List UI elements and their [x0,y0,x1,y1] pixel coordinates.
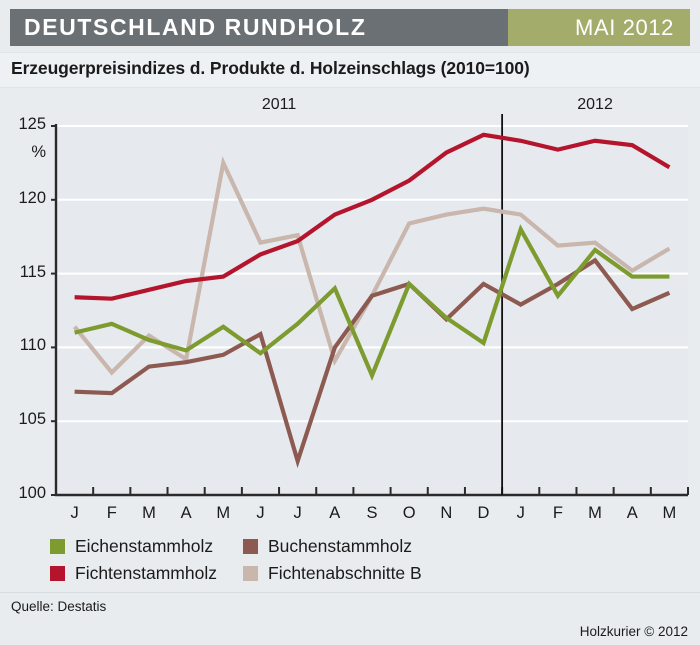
x-axis-tick-label: N [440,504,453,522]
x-axis-tick-label: M [662,504,677,522]
legend-label: Eichenstammholz [75,536,214,556]
legend-item-fichtenabschnitte-b: Fichtenabschnitte B [243,563,422,584]
footer-divider [0,592,700,593]
subtitle-band: Erzeugerpreisindizes d. Produkte d. Holz… [0,52,700,88]
legend-row: Eichenstammholz Buchenstammholz [50,533,690,560]
chart-container: 2011 2012 100 105 110 115 120 125% J F M A M J J A S O N… [0,88,700,522]
legend-label: Fichtenstammholz [75,563,217,583]
y-axis-tick-label: 110 [19,336,46,355]
year-label: 2012 [577,96,613,113]
x-axis-tick-label: M [216,504,231,522]
issue-date-badge: MAI 2012 [508,9,690,46]
legend-item-buchenstammholz: Buchenstammholz [243,536,412,557]
legend-swatch-icon [243,566,258,581]
x-axis-tick-label: J [70,504,79,522]
legend-swatch-icon [50,539,65,554]
x-axis-tick-label: S [366,504,378,522]
x-axis-tick-label: M [588,504,602,522]
x-axis-tick-label: J [256,504,265,522]
x-axis-tick-label: M [142,504,156,522]
year-label: 2011 [261,96,297,113]
legend-label: Buchenstammholz [268,536,412,556]
header-bar: DEUTSCHLAND RUNDHOLZ MAI 2012 [10,9,690,46]
x-axis-tick-label: F [106,504,117,522]
y-axis-tick-label: 105 [18,410,46,429]
legend-swatch-icon [50,566,65,581]
y-axis-tick-label: 125 [18,115,46,133]
legend-label: Fichtenabschnitte B [268,563,422,583]
page-title: DEUTSCHLAND RUNDHOLZ [10,9,508,46]
x-axis-tick-label: J [293,504,302,522]
legend-swatch-icon [243,539,258,554]
source-note: Quelle: Destatis [11,599,107,614]
x-axis-tick-label: A [626,504,638,522]
legend-row: Fichtenstammholz Fichtenabschnitte B [50,560,690,587]
y-axis-tick-label: 120 [18,188,46,207]
x-axis-tick-label: O [402,504,416,522]
x-axis-tick-label: A [180,504,192,522]
line-chart-plot [51,114,689,497]
x-axis-tick-label: A [329,504,341,522]
y-axis-tick-label: 115 [19,262,46,281]
y-axis-tick-label: 100 [18,484,46,502]
legend-item-eichenstammholz: Eichenstammholz [50,536,243,557]
x-axis-tick-label: F [552,504,563,522]
chart-subtitle: Erzeugerpreisindizes d. Produkte d. Holz… [11,58,530,78]
x-axis-tick-label: J [516,504,525,522]
x-axis-tick-label: D [477,504,490,522]
copyright-credit: Holzkurier © 2012 [579,624,688,639]
y-axis-unit-label: % [31,143,46,161]
legend-item-fichtenstammholz: Fichtenstammholz [50,563,243,584]
chart-legend: Eichenstammholz Buchenstammholz Fichtens… [50,533,690,587]
